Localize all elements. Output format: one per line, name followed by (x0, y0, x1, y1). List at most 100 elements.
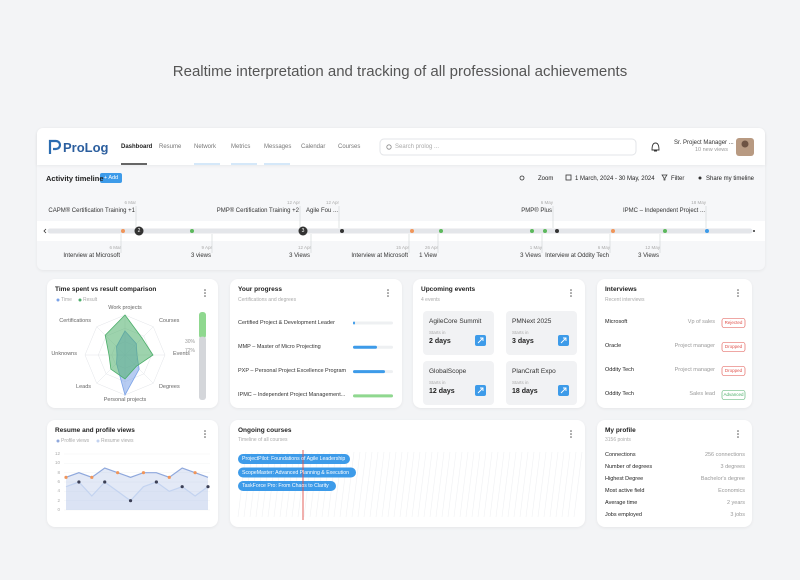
menu-icon[interactable] (737, 295, 739, 297)
event-label[interactable]: CAPM® Certification Training +1 (48, 208, 135, 214)
menu-icon[interactable] (204, 289, 206, 291)
event-days: 2 days (429, 338, 451, 345)
event-label[interactable]: PMP® Plus (521, 208, 552, 214)
event-dot[interactable] (530, 229, 534, 233)
card-title: Your progress (238, 286, 282, 293)
date-range[interactable]: 1 March, 2024 - 30 May, 2024 (575, 176, 655, 182)
menu-icon[interactable] (570, 433, 572, 435)
event-label[interactable]: 3 views (190, 253, 211, 259)
event-label[interactable]: PMP® Certification Training +2 (216, 208, 299, 214)
menu-icon[interactable] (570, 295, 572, 297)
filter[interactable]: Filter (671, 176, 685, 182)
event-name: GlobalScope (429, 368, 467, 375)
menu-icon[interactable] (387, 295, 389, 297)
menu-icon[interactable] (570, 436, 572, 438)
timeline-prev[interactable] (43, 228, 47, 234)
hatch (543, 451, 553, 518)
status-badge (721, 342, 746, 352)
nav-item[interactable]: Dashboard (121, 144, 153, 150)
card-subtitle: 3156 points (605, 437, 631, 443)
timeline-end (753, 230, 755, 232)
profile-label: Connections (605, 452, 636, 458)
zoom[interactable]: Zoom (538, 176, 554, 182)
event-label[interactable]: 1 View (419, 253, 437, 259)
search-box[interactable] (379, 138, 637, 156)
search-placeholder[interactable]: Search prolog ... (395, 144, 440, 150)
event-date: 9 Apr (201, 245, 212, 250)
course-name: TaskForce Pro: From Chaos to Clarity (242, 483, 329, 489)
point (141, 471, 146, 475)
share-icon (698, 176, 702, 180)
share[interactable]: Share my timeline (706, 176, 755, 182)
event-dot[interactable] (555, 229, 559, 233)
nav-item[interactable]: Resume (159, 144, 182, 150)
course-bar[interactable] (238, 454, 350, 464)
event-dot[interactable] (705, 229, 709, 233)
event-dot[interactable] (190, 229, 194, 233)
event-dot[interactable] (439, 229, 443, 233)
role: Vp of sales (687, 319, 715, 325)
menu-icon[interactable] (570, 430, 572, 432)
progress-name: IPMC – Independent Project Management... (238, 392, 346, 399)
menu-icon[interactable] (204, 433, 206, 435)
event-dot[interactable] (340, 229, 344, 233)
menu-icon[interactable] (570, 292, 572, 294)
menu-icon[interactable] (387, 289, 389, 291)
series-line (65, 467, 209, 479)
user-name: Sr. Project Manager ... (674, 140, 734, 146)
menu-icon[interactable] (204, 430, 206, 432)
course-bar[interactable] (238, 467, 356, 478)
event-starts: Starts in (429, 330, 446, 335)
course-bar[interactable] (238, 481, 336, 491)
nav-item[interactable]: Calendar (301, 144, 326, 150)
menu-icon[interactable] (204, 292, 206, 294)
profile-value: 3 jobs (730, 512, 745, 518)
avatar-head (741, 140, 749, 148)
event-dot[interactable] (121, 229, 125, 233)
event-label[interactable]: 3 Views (638, 253, 659, 259)
filter-icon (661, 174, 668, 181)
menu-icon[interactable] (737, 292, 739, 294)
nav-item[interactable]: Courses (338, 144, 361, 150)
legend-label: Result (83, 297, 98, 303)
menu-icon[interactable] (204, 295, 206, 297)
menu-icon[interactable] (387, 292, 389, 294)
event-dot[interactable] (410, 229, 414, 233)
menu-icon[interactable] (737, 289, 739, 291)
menu-icon[interactable] (570, 289, 572, 291)
progress-name: Certified Project & Development Leader (238, 319, 335, 326)
nav-item[interactable]: Messages (264, 144, 292, 150)
hatch (441, 451, 451, 518)
event-dot[interactable] (611, 229, 615, 233)
event-label[interactable]: Agile Fou ... (305, 208, 338, 214)
menu-icon[interactable] (737, 430, 739, 432)
event-label[interactable]: IPMC – Independent Project ... (622, 208, 705, 214)
event-badge[interactable] (298, 226, 308, 236)
menu-icon[interactable] (737, 433, 739, 435)
event-label[interactable]: 3 Views (520, 253, 541, 259)
event-date: 12 Apr (286, 200, 300, 205)
card-title: Resume and profile views (55, 427, 135, 434)
add-button[interactable] (100, 173, 122, 183)
nav-item[interactable]: Metrics (231, 144, 251, 150)
profile-label: Jobs employed (605, 512, 642, 518)
status-badge (721, 390, 746, 400)
event-label[interactable]: Interview at Microsoft (351, 253, 408, 259)
event-dot[interactable] (663, 229, 667, 233)
event-label[interactable]: Interview at Microsoft (63, 253, 120, 259)
menu-icon[interactable] (204, 436, 206, 438)
nav-item[interactable]: Network (194, 144, 217, 150)
menu-icon[interactable] (737, 436, 739, 438)
event-date: 15 Apr (395, 245, 409, 250)
arrow-icon (560, 337, 567, 344)
event-dot[interactable] (543, 229, 547, 233)
event-badge[interactable] (134, 226, 144, 236)
bell-icon[interactable] (651, 142, 660, 152)
event-label[interactable]: 3 Views (289, 253, 310, 259)
hatch (393, 451, 403, 518)
event-date: 6 May (597, 245, 610, 250)
add-button-label[interactable]: + Add (103, 174, 119, 181)
course-name: ProjectPilot: Foundations of Agile Leade… (242, 456, 346, 462)
event-label[interactable]: Interview at Oddity Tech (545, 253, 609, 259)
line-area (66, 468, 208, 510)
